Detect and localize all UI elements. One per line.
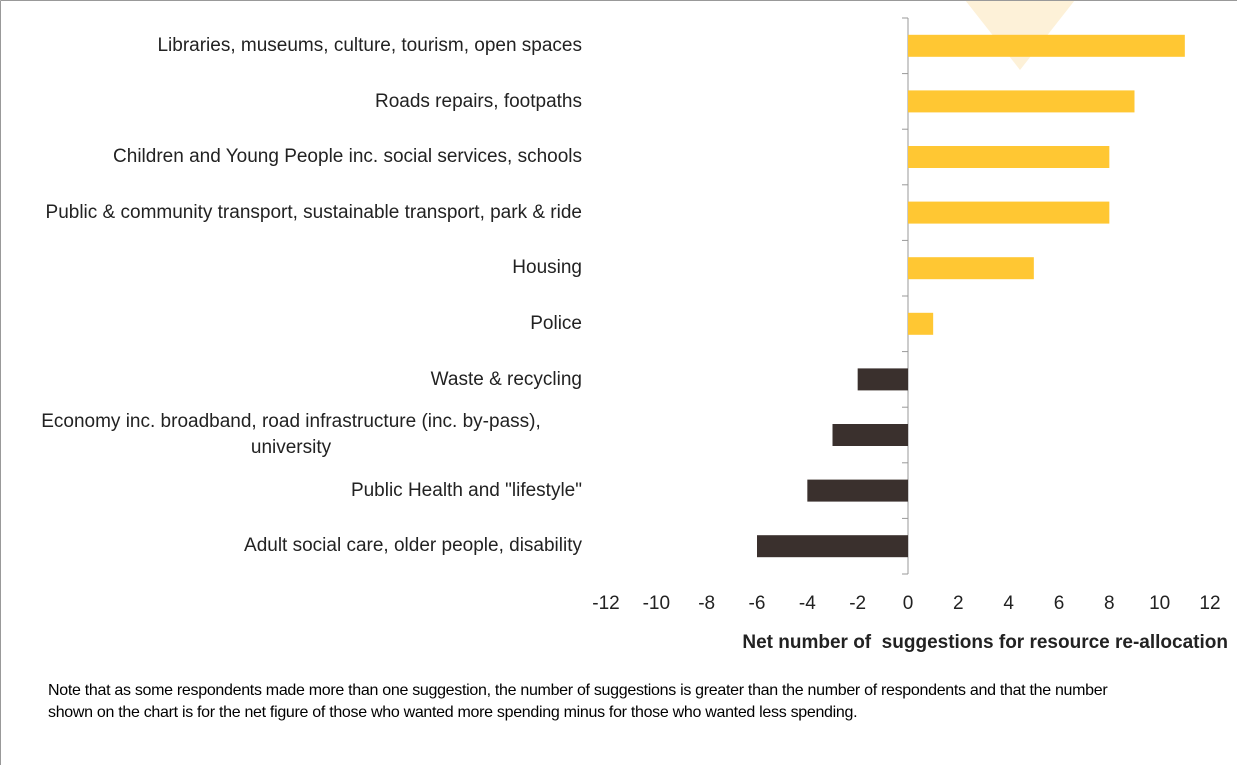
x-tick-label: 12	[1199, 593, 1220, 614]
category-label: Public Health and "lifestyle"	[350, 479, 582, 501]
x-tick-label: -10	[643, 593, 670, 614]
category-slot: Public Health and "lifestyle"	[0, 463, 582, 519]
bar	[807, 479, 908, 502]
category-label: Adult social care, older people, disabil…	[244, 535, 582, 557]
category-label: Police	[530, 313, 582, 334]
x-tick-label: -6	[749, 593, 766, 614]
category-slot: Adult social care, older people, disabil…	[0, 518, 582, 574]
x-tick-label: 6	[1054, 593, 1065, 614]
category-slot: Children and Young People inc. social se…	[0, 129, 582, 185]
bar	[908, 146, 1110, 168]
x-tick-label: -2	[849, 593, 866, 614]
x-tick-label: 8	[1104, 593, 1115, 614]
category-label: Waste & recycling	[430, 368, 582, 390]
x-axis-title: Net number of suggestions for resource r…	[742, 632, 1228, 653]
category-slot: Police	[0, 296, 582, 352]
x-tick-label: 2	[953, 593, 964, 614]
bar	[857, 368, 908, 391]
note: Note that as some respondents made more …	[48, 682, 1108, 721]
x-tick-label: 10	[1149, 593, 1170, 614]
x-tick-label: -4	[799, 593, 816, 614]
category-slot: Economy inc. broadband, road infrastruct…	[0, 407, 582, 463]
bar	[908, 201, 1110, 224]
category-slot: Public & community transport, sustainabl…	[0, 185, 582, 241]
bar	[908, 90, 1135, 113]
x-tick-label: 0	[903, 593, 914, 614]
category-label: Libraries, museums, culture, tourism, op…	[157, 35, 582, 56]
category-label: Housing	[512, 257, 582, 279]
category-slot: Waste & recycling	[0, 352, 582, 408]
x-tick-label: 4	[1003, 593, 1014, 614]
x-tick-label: -12	[592, 593, 619, 614]
category-label: Roads repairs, footpaths	[374, 90, 582, 112]
bar	[908, 257, 1034, 280]
category-slot: Roads repairs, footpaths	[0, 74, 582, 130]
bar	[757, 535, 908, 558]
category-slot: Libraries, museums, culture, tourism, op…	[0, 18, 582, 74]
category-label: Children and Young People inc. social se…	[113, 146, 582, 168]
bar	[832, 424, 908, 446]
bar	[908, 34, 1185, 57]
category-label: Public & community transport, sustainabl…	[45, 201, 582, 223]
bar	[908, 312, 934, 335]
x-tick-label: -8	[698, 593, 715, 614]
category-label: Economy inc. broadband, road infrastruct…	[41, 411, 541, 459]
category-slot: Housing	[0, 240, 582, 296]
